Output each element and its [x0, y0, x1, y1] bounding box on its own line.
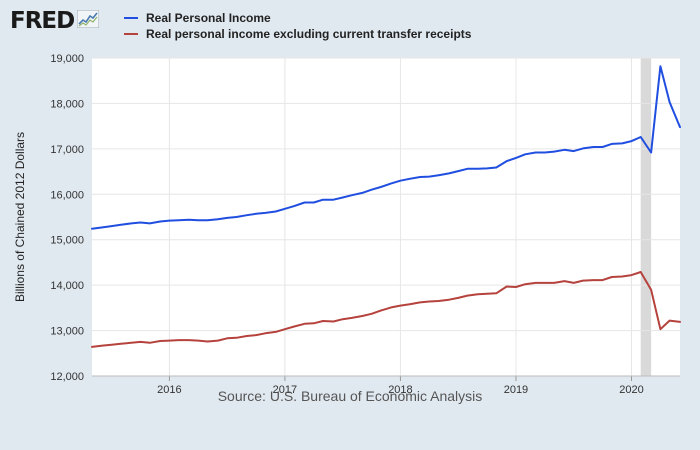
- x-tick-label: 2019: [504, 384, 528, 396]
- legend-label: Real personal income excluding current t…: [146, 27, 472, 41]
- legend-swatch-red: [124, 33, 138, 35]
- y-tick-label: 12,000: [50, 371, 84, 383]
- legend-label: Real Personal Income: [146, 11, 271, 25]
- chart-legend: Real Personal Income Real personal incom…: [124, 10, 471, 42]
- series-line-income-excl-transfers: [91, 271, 681, 348]
- x-tick-label: 2017: [273, 384, 297, 396]
- x-tick-label: 2018: [388, 384, 412, 396]
- y-tick-label: 19,000: [50, 53, 84, 65]
- recession-shading: [640, 58, 652, 376]
- legend-item-real-personal-income[interactable]: Real Personal Income: [124, 10, 471, 26]
- y-tick-label: 18,000: [50, 98, 84, 110]
- legend-swatch-blue: [124, 17, 138, 19]
- source-note: Source: U.S. Bureau of Economic Analysis: [217, 388, 483, 404]
- logo-text: FRED: [10, 8, 75, 34]
- y-tick-label: 15,000: [50, 235, 84, 247]
- y-tick-label: 16,000: [50, 189, 84, 201]
- x-tick-label: 2020: [619, 384, 643, 396]
- legend-item-income-excl-transfers[interactable]: Real personal income excluding current t…: [124, 26, 471, 42]
- series-line-real-personal-income: [91, 65, 681, 230]
- header: FRED Real Personal Income Real personal …: [10, 6, 690, 46]
- y-tick-label: 17,000: [50, 144, 84, 156]
- plot-area: [92, 58, 680, 376]
- x-tick-label: 2016: [157, 384, 181, 396]
- y-tick-label: 13,000: [50, 326, 84, 338]
- y-tick-label: 14,000: [50, 280, 84, 292]
